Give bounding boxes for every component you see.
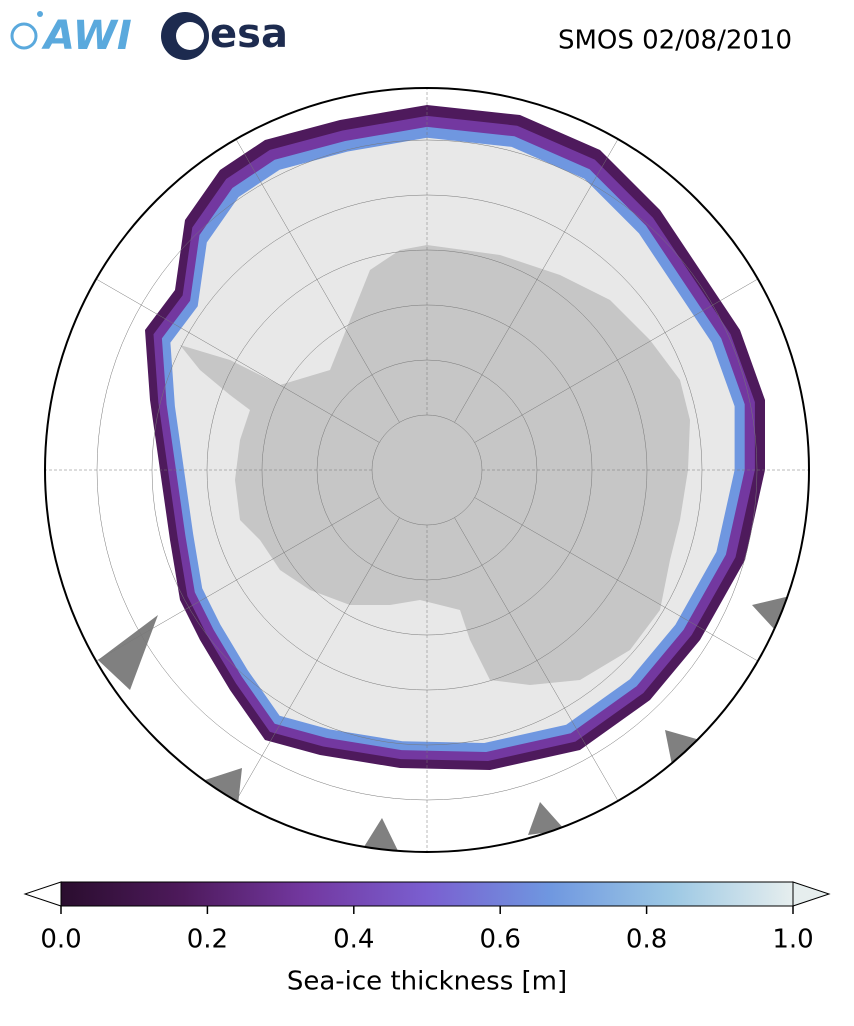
awi-logo: AWI bbox=[10, 11, 132, 59]
meridian bbox=[474, 497, 758, 662]
colorbar-tick-label: 0.2 bbox=[187, 925, 228, 955]
meridian bbox=[474, 278, 758, 443]
antarctica bbox=[180, 245, 690, 685]
meridian bbox=[454, 517, 619, 801]
colorbar-label: Sea-ice thickness [m] bbox=[287, 967, 567, 997]
map-boundary bbox=[44, 87, 810, 853]
colorbar-tick-label: 0.4 bbox=[333, 925, 374, 955]
meridian bbox=[96, 497, 380, 662]
meridian bbox=[235, 517, 400, 801]
meridian bbox=[235, 139, 400, 423]
colorbar: Sea-ice thickness [m] 0.0 0.2 0.4 0.6 0.8 1.0 bbox=[23, 881, 831, 997]
colorbar-tick-label: 0.0 bbox=[40, 925, 81, 955]
colorbar-tick-label: 1.0 bbox=[772, 925, 813, 955]
colorbar-extend-high bbox=[792, 881, 831, 907]
logo-text: AWI bbox=[41, 13, 132, 59]
meridian bbox=[454, 139, 619, 423]
esa-logo: esa bbox=[161, 11, 288, 60]
colorbar-bar bbox=[60, 881, 794, 907]
colorbar-extend-low bbox=[23, 881, 62, 907]
meridian bbox=[96, 278, 380, 443]
colorbar-tick-label: 0.6 bbox=[480, 925, 521, 955]
colorbar-tick-label: 0.8 bbox=[626, 925, 667, 955]
graticule bbox=[45, 88, 809, 852]
title: SMOS 02/08/2010 bbox=[558, 26, 792, 56]
logo-text: esa bbox=[210, 11, 288, 57]
map bbox=[45, 88, 809, 852]
